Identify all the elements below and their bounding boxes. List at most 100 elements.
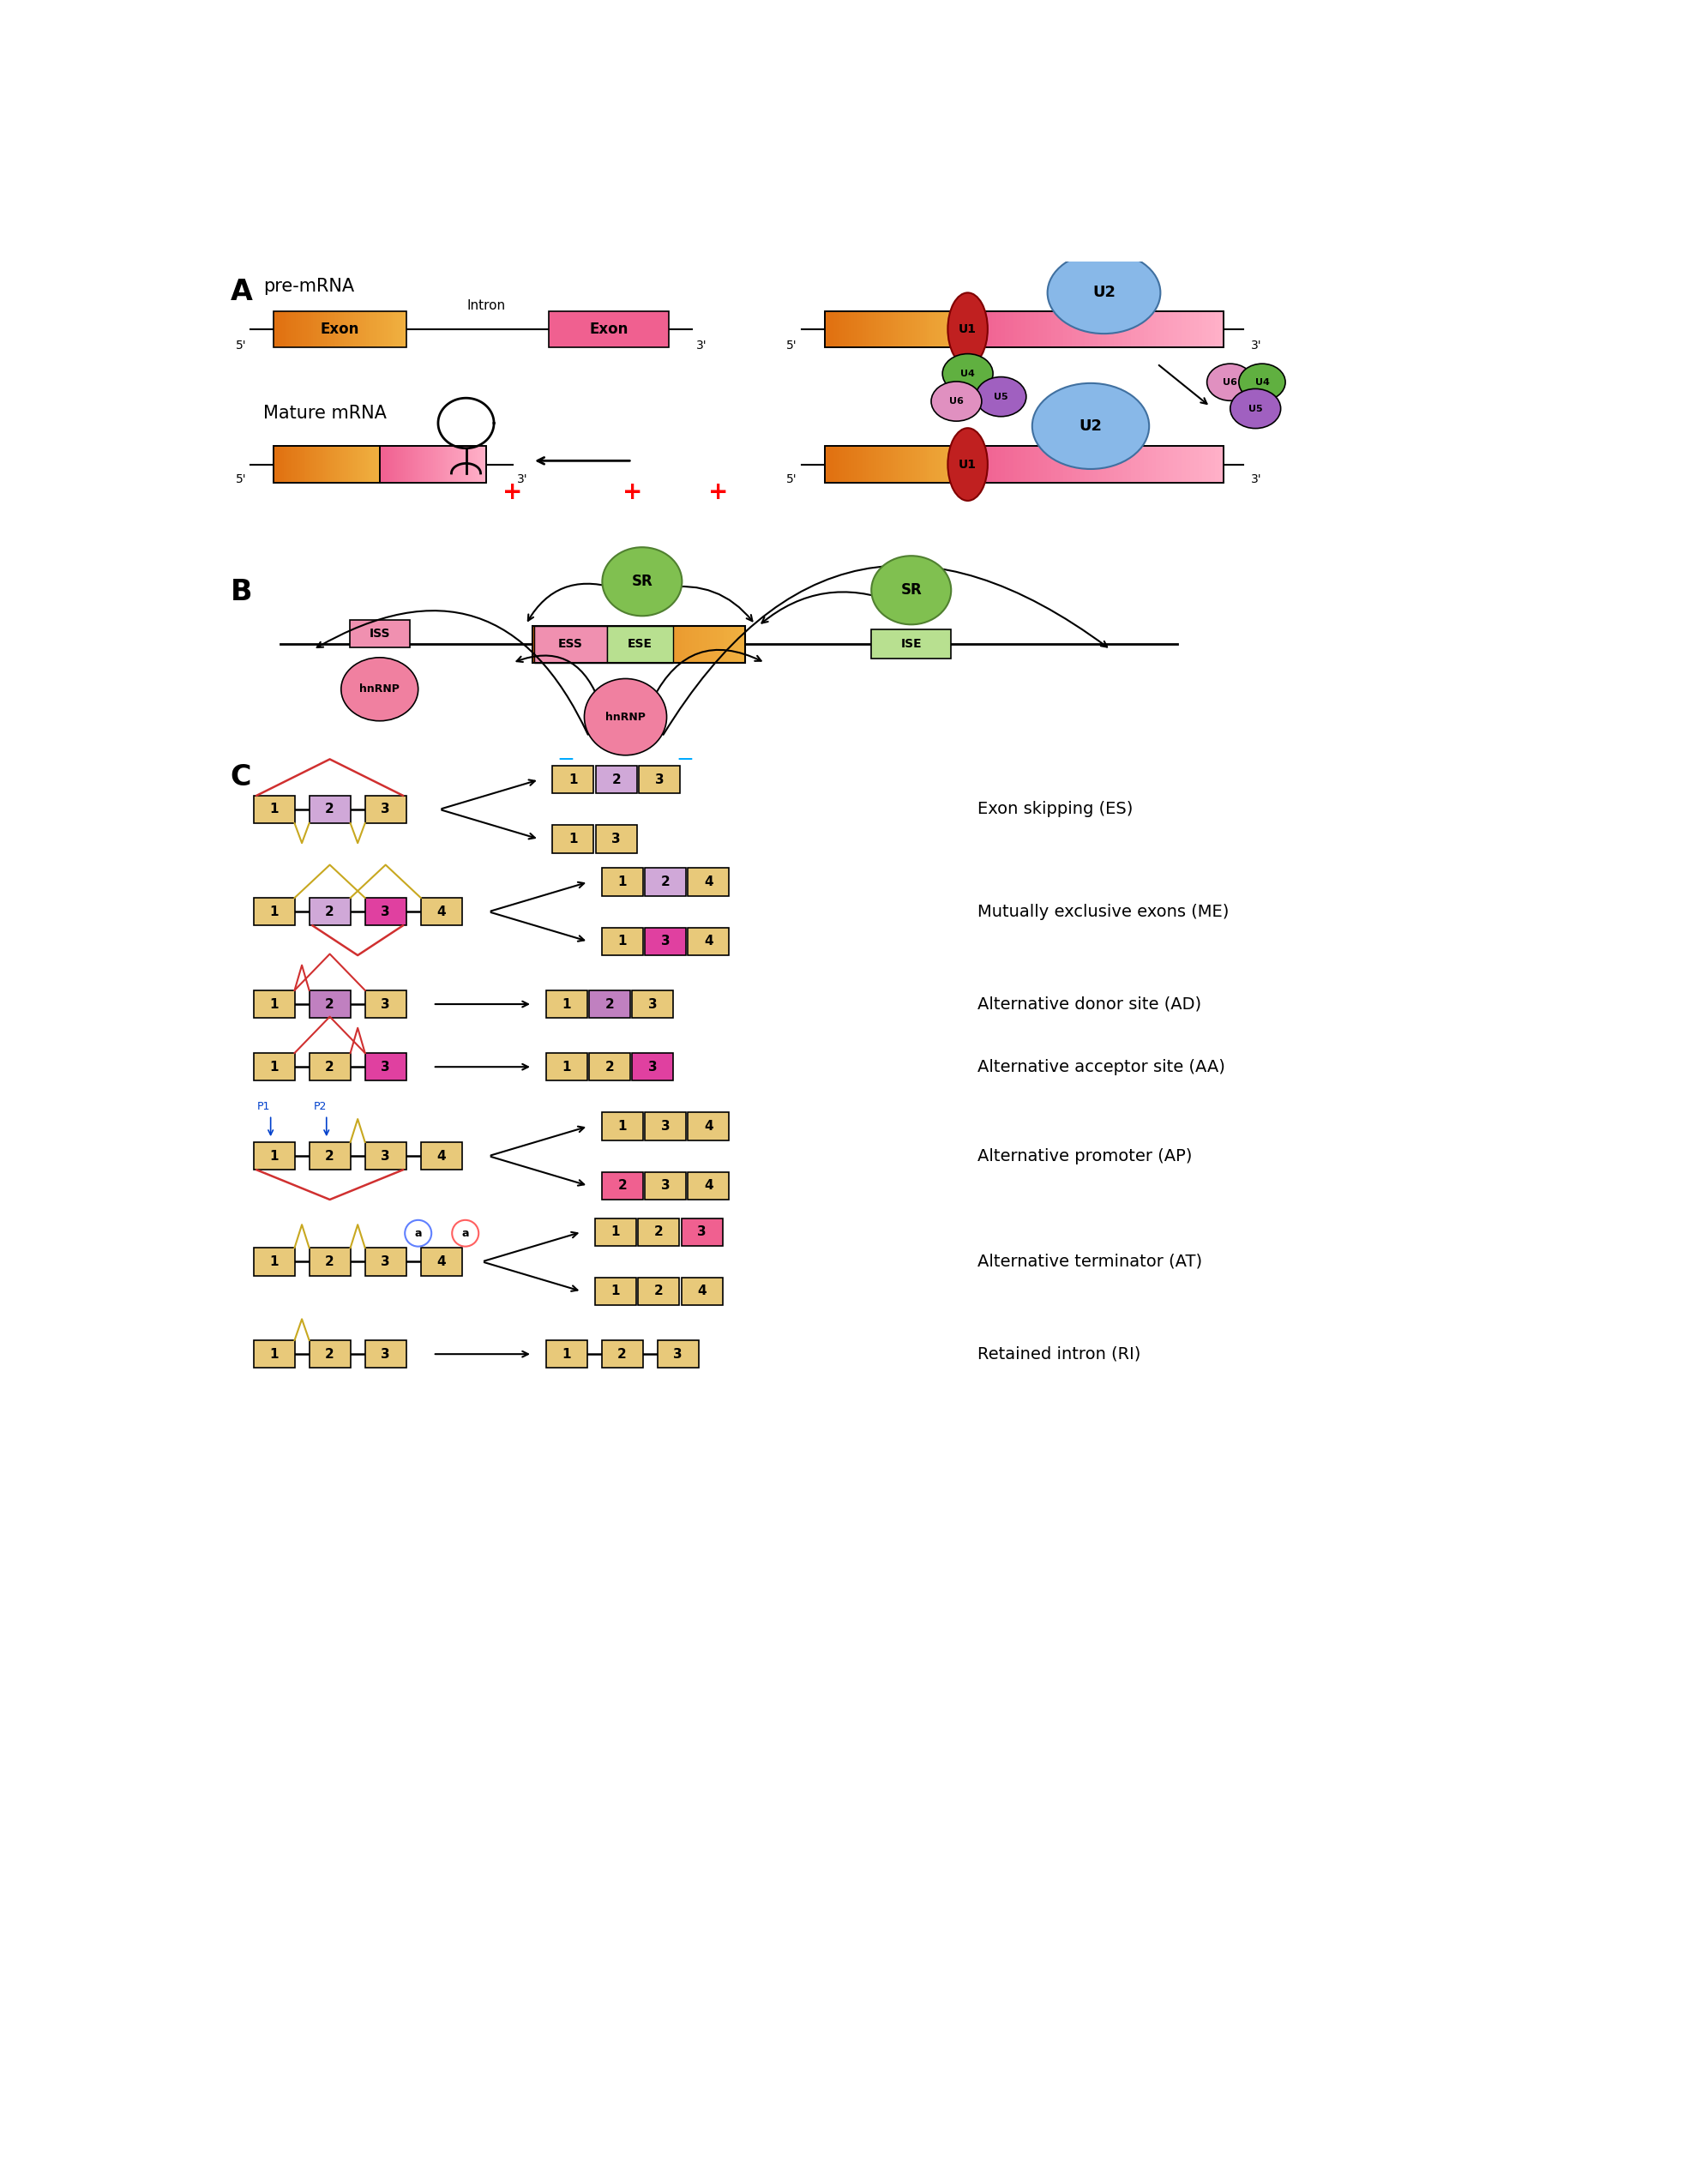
Bar [253,795,294,823]
Bar [864,446,866,484]
Bar [728,625,731,662]
Bar [664,625,668,662]
Bar [705,625,711,662]
Bar [432,446,436,484]
Bar [295,311,297,346]
Bar [321,446,323,484]
Bar [972,311,1223,346]
Bar [345,446,347,484]
Bar [956,446,960,484]
Bar [844,311,847,346]
Text: Mutually exclusive exons (ME): Mutually exclusive exons (ME) [977,904,1230,919]
Bar [579,625,582,662]
Bar [340,311,342,346]
Text: 3': 3' [1252,473,1262,486]
Bar [1131,311,1136,346]
Ellipse shape [1047,253,1160,333]
Bar [418,446,420,484]
Bar [483,446,487,484]
Bar [424,446,425,484]
Bar [675,625,678,662]
Bar [1047,311,1052,346]
Bar [939,311,943,346]
Bar [1156,446,1161,484]
Bar [1097,311,1102,346]
Ellipse shape [584,680,666,756]
Bar [309,446,311,484]
Bar [681,1278,722,1305]
Bar [547,625,550,662]
Bar [629,625,632,662]
Bar [1076,311,1081,346]
Bar [436,446,439,484]
Bar [888,311,892,346]
Bar [325,311,326,346]
Bar [253,1248,294,1276]
Bar [364,311,367,346]
Bar [832,311,835,346]
Bar [601,1113,642,1139]
Bar [446,446,447,484]
Bar [1013,311,1018,346]
Bar [854,311,857,346]
Text: 3: 3 [697,1226,707,1239]
Bar [839,446,842,484]
Bar [313,446,314,484]
Bar [987,446,992,484]
Text: 2: 2 [325,906,335,919]
Bar [950,311,951,346]
Bar [866,311,869,346]
Bar [454,446,456,484]
Bar [1090,446,1093,484]
Bar [388,311,391,346]
Bar [878,446,881,484]
Bar [377,311,379,346]
Bar [644,928,687,956]
Text: 3: 3 [673,1348,683,1361]
Bar [543,625,547,662]
Bar [1050,446,1056,484]
Bar [278,446,280,484]
Text: U1: U1 [958,457,977,470]
Text: 1: 1 [562,1348,570,1361]
Bar [1182,311,1185,346]
Text: 3: 3 [381,1150,389,1163]
Bar [331,311,333,346]
Text: 3: 3 [381,1061,389,1074]
Bar [625,625,629,662]
Text: 5': 5' [786,340,798,351]
Bar [408,446,410,484]
Bar [1081,311,1085,346]
Text: 1: 1 [270,804,278,817]
Bar [1097,446,1102,484]
Bar [951,311,955,346]
Text: U2: U2 [1093,285,1115,301]
Bar [825,311,828,346]
Bar [1038,311,1044,346]
Text: 2: 2 [325,1255,335,1268]
Bar [1220,446,1225,484]
Bar [904,311,905,346]
Bar [285,446,289,484]
Bar [596,625,600,662]
Bar [441,446,442,484]
Bar [956,311,960,346]
Bar [996,446,1001,484]
Text: 3: 3 [647,1061,658,1074]
Text: 3: 3 [661,1178,670,1191]
Bar [724,625,728,662]
Bar [471,446,473,484]
Bar [277,446,278,484]
Bar [410,446,412,484]
Bar [876,311,880,346]
Bar [319,446,321,484]
Bar [992,446,997,484]
Text: U1: U1 [958,322,977,335]
Text: 4: 4 [437,1255,446,1268]
Bar [652,625,658,662]
Bar [383,446,386,484]
Bar [444,446,446,484]
Bar [348,446,350,484]
Bar [1211,311,1216,346]
Bar [1030,446,1035,484]
